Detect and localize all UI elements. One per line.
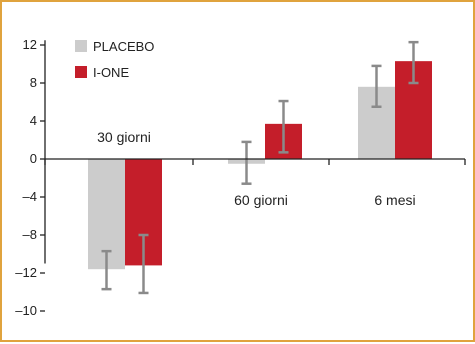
- legend-swatch-i-one: [75, 66, 87, 78]
- y-tick-label: –8: [23, 227, 37, 242]
- y-tick-label: 8: [30, 75, 37, 90]
- y-tick-label: –12: [15, 265, 37, 280]
- y-tick-label: 0: [30, 151, 37, 166]
- legend-label: PLACEBO: [93, 39, 154, 54]
- y-tick-label: –4: [23, 189, 37, 204]
- legend-swatch-placebo: [75, 40, 87, 52]
- category-label: 60 giorni: [234, 192, 288, 208]
- y-tick-label: 4: [30, 113, 37, 128]
- category-label: 6 mesi: [374, 192, 415, 208]
- y-tick-label: 12: [23, 37, 37, 52]
- y-tick-label: –10: [15, 303, 37, 318]
- category-label: 30 giorni: [97, 129, 151, 145]
- legend-label: I-ONE: [93, 65, 129, 80]
